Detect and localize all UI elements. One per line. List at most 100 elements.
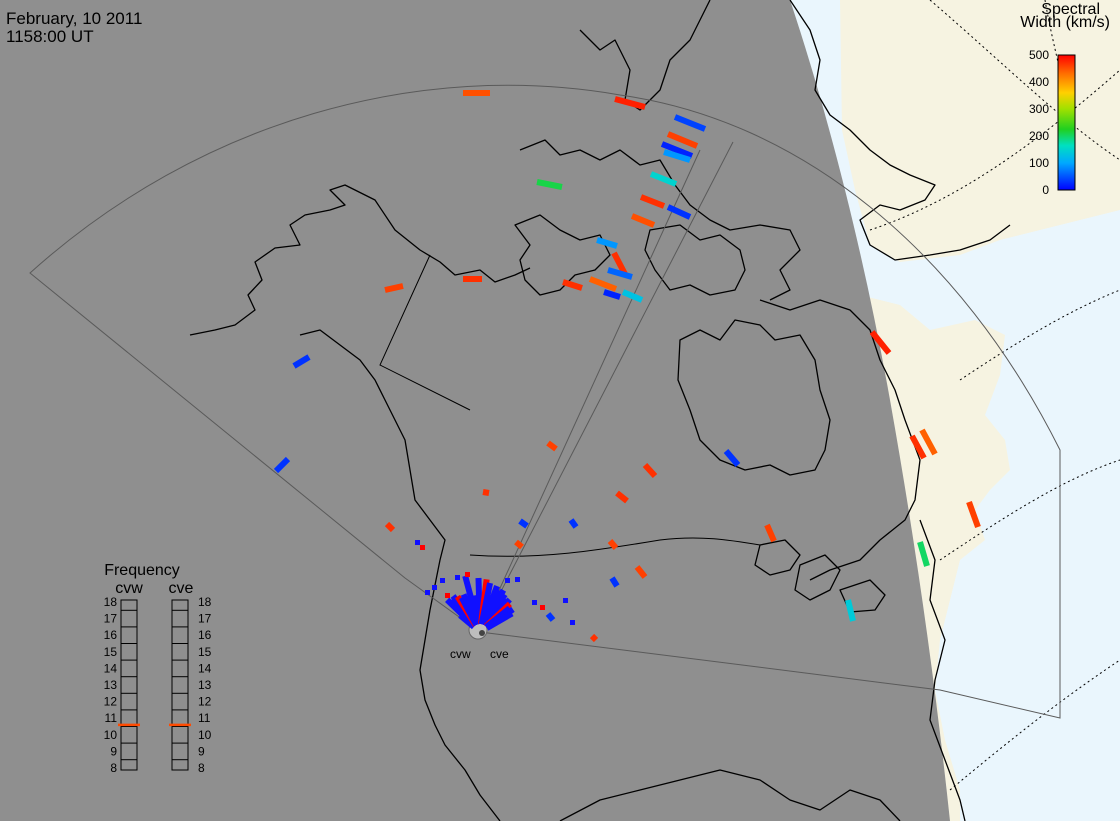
station-label-west: cvw [450, 647, 471, 661]
echo-blip [440, 578, 445, 583]
echo-segment [919, 428, 938, 456]
near-range-beam [485, 610, 514, 631]
echo-segment [666, 131, 699, 149]
echo-segment [909, 434, 927, 460]
echo-segment [536, 179, 563, 190]
frequency-tick-label: 8 [198, 761, 205, 775]
echo-segment [384, 521, 396, 533]
echo-blip [540, 605, 545, 610]
echo-blip [415, 540, 420, 545]
echo-segment [518, 518, 529, 529]
legend-tick-label: 500 [1029, 48, 1049, 62]
station-label-east: cve [490, 647, 509, 661]
spectral-width-legend: Spectral Width (km/s) 500 400 300 200 100 0 [1020, 1, 1110, 197]
echo-blip [445, 593, 450, 598]
echo-segment [917, 541, 930, 567]
echo-segment [568, 518, 579, 529]
echo-segment [615, 490, 629, 504]
frequency-tick-label: 9 [110, 744, 117, 758]
echo-segment [723, 449, 741, 467]
frequency-tick-label: 16 [104, 628, 118, 642]
legend-tick-label: 300 [1029, 102, 1049, 116]
hudson-bay [677, 319, 831, 476]
frequency-tick-label: 11 [198, 711, 211, 725]
frequency-tick-label: 14 [198, 661, 212, 675]
echo-segment [660, 141, 694, 159]
echo-blip [455, 575, 460, 580]
frequency-tick-label: 18 [198, 595, 212, 609]
legend-tick-label: 0 [1042, 183, 1049, 197]
echo-segment [588, 276, 618, 292]
borders [379, 254, 761, 557]
frequency-panel: Frequency cvw cve 1817161514131211109818… [104, 562, 212, 775]
frequency-tick-label: 10 [198, 728, 212, 742]
frequency-tick-label: 12 [198, 695, 212, 709]
legend-tick-label: 400 [1029, 75, 1049, 89]
frequency-tick-label: 15 [104, 645, 118, 659]
legend-colorbar [1057, 54, 1076, 191]
echo-segment [514, 539, 524, 550]
echo-segment [966, 500, 981, 529]
fov-outline [29, 84, 1061, 719]
frequency-tick-label: 11 [105, 711, 118, 725]
legend-tick-label: 200 [1029, 129, 1049, 143]
night-shade [0, 0, 950, 821]
frequency-tick-label: 12 [104, 695, 118, 709]
frequency-column-box [120, 599, 138, 771]
echo-segment [634, 565, 648, 579]
time-label: 1158:00 UT [6, 27, 94, 46]
echo-segment [273, 456, 291, 474]
echo-segment [562, 279, 583, 291]
frequency-tick-label: 18 [104, 595, 118, 609]
radar-fov [29, 84, 1061, 719]
echo-segment [666, 204, 692, 220]
echo-segment [663, 149, 691, 163]
frequency-column-box [171, 599, 189, 771]
backscatter-echoes [273, 90, 981, 643]
frequency-title: Frequency [104, 562, 180, 579]
legend-title-line2: Width (km/s) [1020, 14, 1110, 31]
echo-segment [845, 599, 856, 622]
echo-segment [869, 330, 892, 355]
legend-tick-label: 100 [1029, 156, 1049, 170]
echo-blip [432, 585, 437, 590]
frequency-tick-label: 17 [104, 612, 118, 626]
frequency-tick-label: 14 [104, 661, 118, 675]
echo-segment [673, 114, 707, 132]
labrador-outline [759, 299, 921, 581]
echo-blip [505, 578, 510, 583]
frequency-tick-label: 8 [110, 761, 117, 775]
echo-segment [621, 289, 644, 303]
frequency-tick-label: 17 [198, 612, 212, 626]
radar-site: cvw cve [450, 620, 509, 661]
echo-segment [603, 289, 621, 300]
us-canada-border [469, 537, 761, 557]
arctic-islands [514, 0, 801, 301]
echo-segment [764, 523, 777, 543]
east-coast-outline [559, 519, 966, 821]
echo-blip [465, 572, 470, 577]
echo-segment [642, 462, 658, 479]
echo-segment [545, 612, 556, 622]
echo-segment [546, 440, 558, 452]
near-range-backscatter [445, 575, 515, 631]
echo-segment [639, 194, 666, 209]
frequency-radar-east: cve [169, 580, 194, 597]
fov-beam-left [479, 149, 701, 633]
echo-blip [515, 577, 520, 582]
echo-segment [384, 283, 404, 293]
echo-segment [614, 96, 646, 110]
echo-segment [292, 354, 311, 369]
west-coast-outline [189, 184, 531, 821]
frequency-columns: 18 17 16 15 14 13 12 11 10 9 8 18 17 16 15 14 13 12 11 10 9 8 [104, 595, 212, 775]
frequency-radar-west: cvw [115, 580, 143, 597]
frequency-tick-label: 9 [198, 744, 205, 758]
echo-blip [425, 590, 430, 595]
echo-blip [420, 545, 425, 550]
legend-ticks: 500 400 300 200 100 0 [1029, 48, 1049, 197]
echo-segment [596, 237, 618, 249]
fov-beam-right [479, 141, 734, 633]
legend-title-line1: Spectral [1041, 1, 1100, 18]
echo-segment [607, 267, 633, 280]
